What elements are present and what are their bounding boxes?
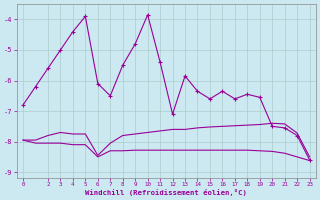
X-axis label: Windchill (Refroidissement éolien,°C): Windchill (Refroidissement éolien,°C) [85, 189, 247, 196]
